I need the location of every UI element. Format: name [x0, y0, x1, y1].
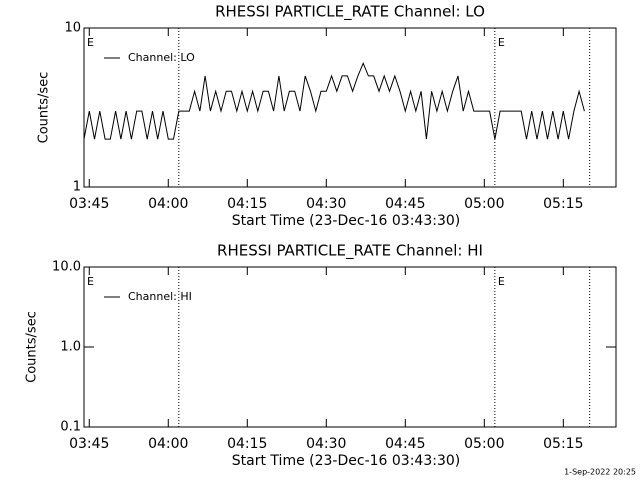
x-tick-label: 03:45 — [69, 196, 109, 212]
x-tick-label: 05:00 — [464, 436, 504, 452]
annotation: E — [498, 275, 505, 288]
x-tick-label: 04:00 — [148, 436, 188, 452]
x-tick-label: 05:15 — [543, 436, 583, 452]
chart-title: RHESSI PARTICLE_RATE Channel: LO — [215, 3, 485, 22]
x-tick-label: 04:45 — [385, 196, 425, 212]
x-tick-label: 04:00 — [148, 196, 188, 212]
legend-label: Channel: HI — [128, 290, 192, 303]
y-tick-label: 1 — [73, 180, 81, 195]
x-tick-label: 05:15 — [543, 196, 583, 212]
y-axis-label: Counts/sec — [37, 72, 52, 144]
x-tick-label: 04:15 — [227, 436, 267, 452]
data-line — [83, 61, 585, 140]
x-tick-label: 04:30 — [306, 436, 346, 452]
x-tick-label: 05:00 — [464, 196, 504, 212]
x-tick-label: 04:30 — [306, 196, 346, 212]
annotation: E — [87, 36, 94, 49]
y-tick-label: 0.1 — [60, 420, 81, 435]
annotation: E — [498, 36, 505, 49]
x-tick-label: 04:45 — [385, 436, 425, 452]
legend-label: Channel: LO — [128, 51, 195, 64]
x-axis-label: Start Time (23-Dec-16 03:43:30) — [232, 213, 460, 229]
x-axis-label: Start Time (23-Dec-16 03:43:30) — [232, 453, 460, 469]
y-axis-label: Counts/sec — [25, 311, 40, 383]
y-tick-label: 10.0 — [52, 260, 81, 275]
x-tick-label: 03:45 — [69, 436, 109, 452]
annotation: E — [87, 275, 94, 288]
plot-frame — [83, 27, 617, 188]
y-tick-label: 1.0 — [60, 340, 81, 355]
chart-title: RHESSI PARTICLE_RATE Channel: HI — [217, 242, 483, 261]
y-tick-label: 10 — [64, 21, 81, 36]
footer: 1-Sep-2022 20:25 — [564, 468, 636, 477]
x-tick-label: 04:15 — [227, 196, 267, 212]
